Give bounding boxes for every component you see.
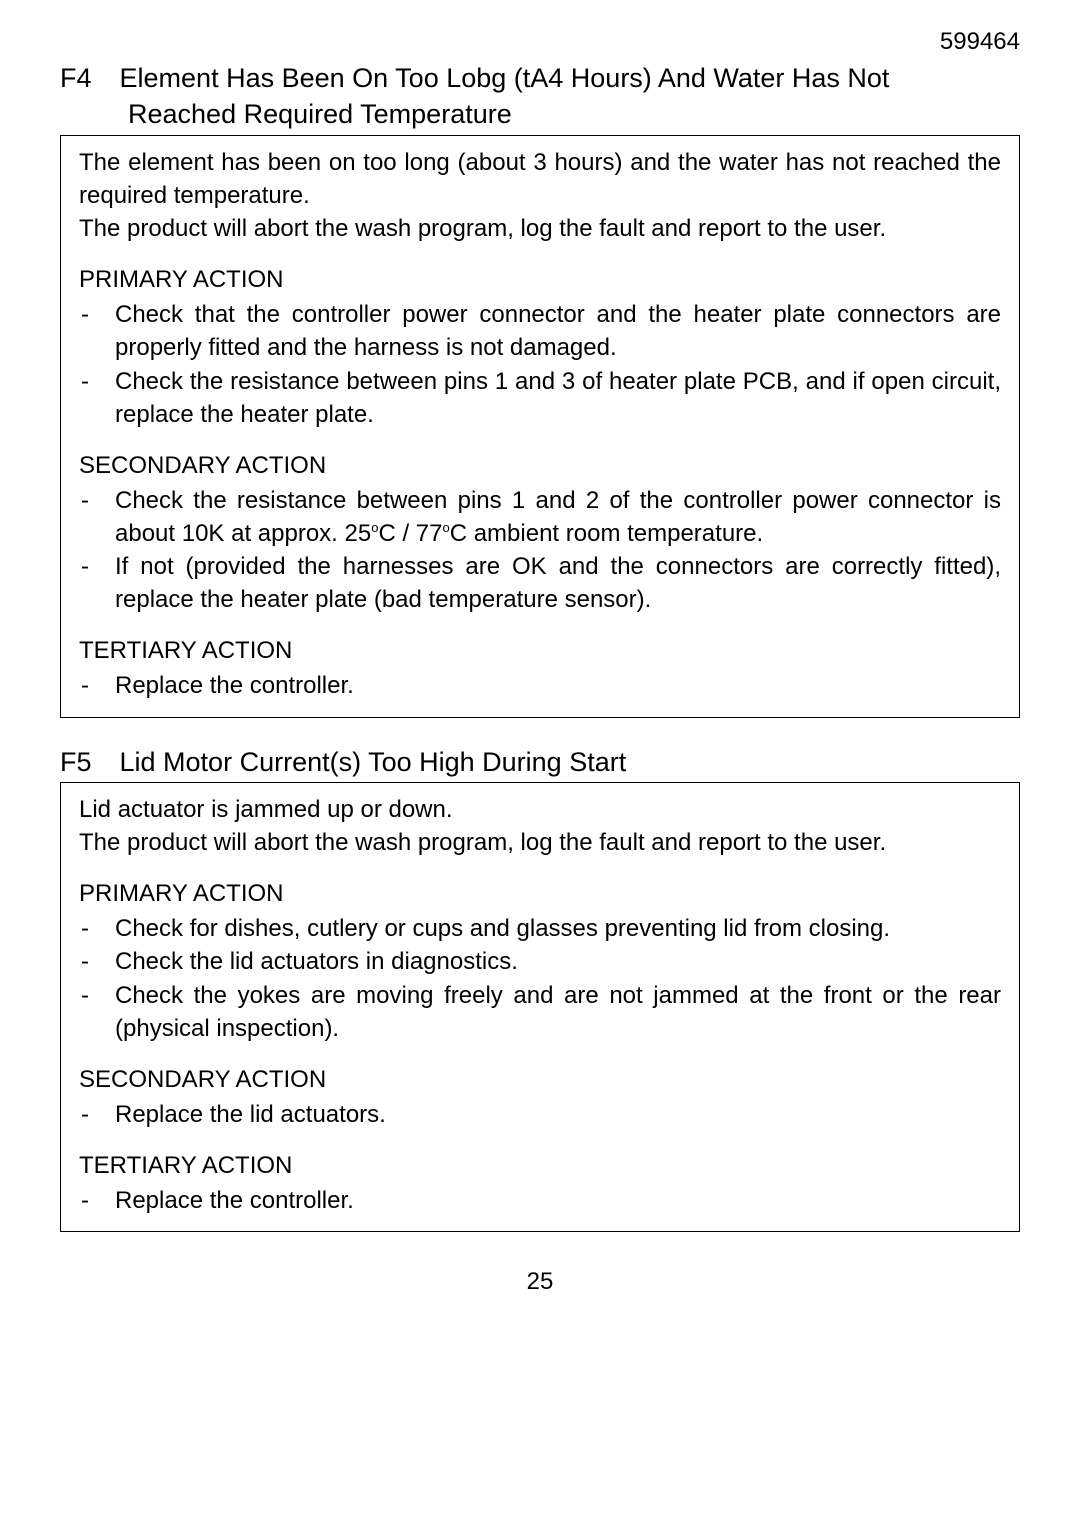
action-heading: TERTIARY ACTION <box>79 634 1001 667</box>
list-item: Check that the controller power connecto… <box>79 298 1001 364</box>
intro-para: The product will abort the wash program,… <box>79 212 1001 245</box>
list-item: If not (provided the harnesses are OK an… <box>79 550 1001 616</box>
action-heading: SECONDARY ACTION <box>79 1063 1001 1096</box>
fault-box-f5: Lid actuator is jammed up or down. The p… <box>60 782 1020 1232</box>
action-heading: PRIMARY ACTION <box>79 877 1001 910</box>
page-container: 599464 F4 Element Has Been On Too Lobg (… <box>0 0 1080 1528</box>
section-title-f4: F4 Element Has Been On Too Lobg (tA4 Hou… <box>60 60 1020 133</box>
section-code: F4 <box>60 60 112 96</box>
list-item: Replace the controller. <box>79 669 1001 702</box>
list-item: Replace the lid actuators. <box>79 1098 1001 1131</box>
fault-box-f4: The element has been on too long (about … <box>60 135 1020 718</box>
action-list: Check that the controller power connecto… <box>79 298 1001 430</box>
list-item: Replace the controller. <box>79 1184 1001 1217</box>
action-heading: PRIMARY ACTION <box>79 263 1001 296</box>
action-list: Check the resistance between pins 1 and … <box>79 484 1001 616</box>
intro-para: The product will abort the wash program,… <box>79 826 1001 859</box>
list-item: Check for dishes, cutlery or cups and gl… <box>79 912 1001 945</box>
action-list: Check for dishes, cutlery or cups and gl… <box>79 912 1001 1044</box>
list-item: Check the lid actuators in diagnostics. <box>79 945 1001 978</box>
section-title-line1: Element Has Been On Too Lobg (tA4 Hours)… <box>120 63 890 93</box>
action-heading: TERTIARY ACTION <box>79 1149 1001 1182</box>
action-list: Replace the controller. <box>79 669 1001 702</box>
intro-para: Lid actuator is jammed up or down. <box>79 793 1001 826</box>
intro-para: The element has been on too long (about … <box>79 146 1001 212</box>
action-heading: SECONDARY ACTION <box>79 449 1001 482</box>
doc-id: 599464 <box>60 28 1020 56</box>
list-item: Check the resistance between pins 1 and … <box>79 365 1001 431</box>
section-title-line1: Lid Motor Current(s) Too High During Sta… <box>120 747 627 777</box>
list-item: Check the yokes are moving freely and ar… <box>79 979 1001 1045</box>
action-list: Replace the controller. <box>79 1184 1001 1217</box>
section-title-line2: Reached Required Temperature <box>60 96 1020 132</box>
list-item: Check the resistance between pins 1 and … <box>79 484 1001 550</box>
page-number: 25 <box>60 1268 1020 1296</box>
section-code: F5 <box>60 744 112 780</box>
section-title-f5: F5 Lid Motor Current(s) Too High During … <box>60 744 1020 780</box>
action-list: Replace the lid actuators. <box>79 1098 1001 1131</box>
